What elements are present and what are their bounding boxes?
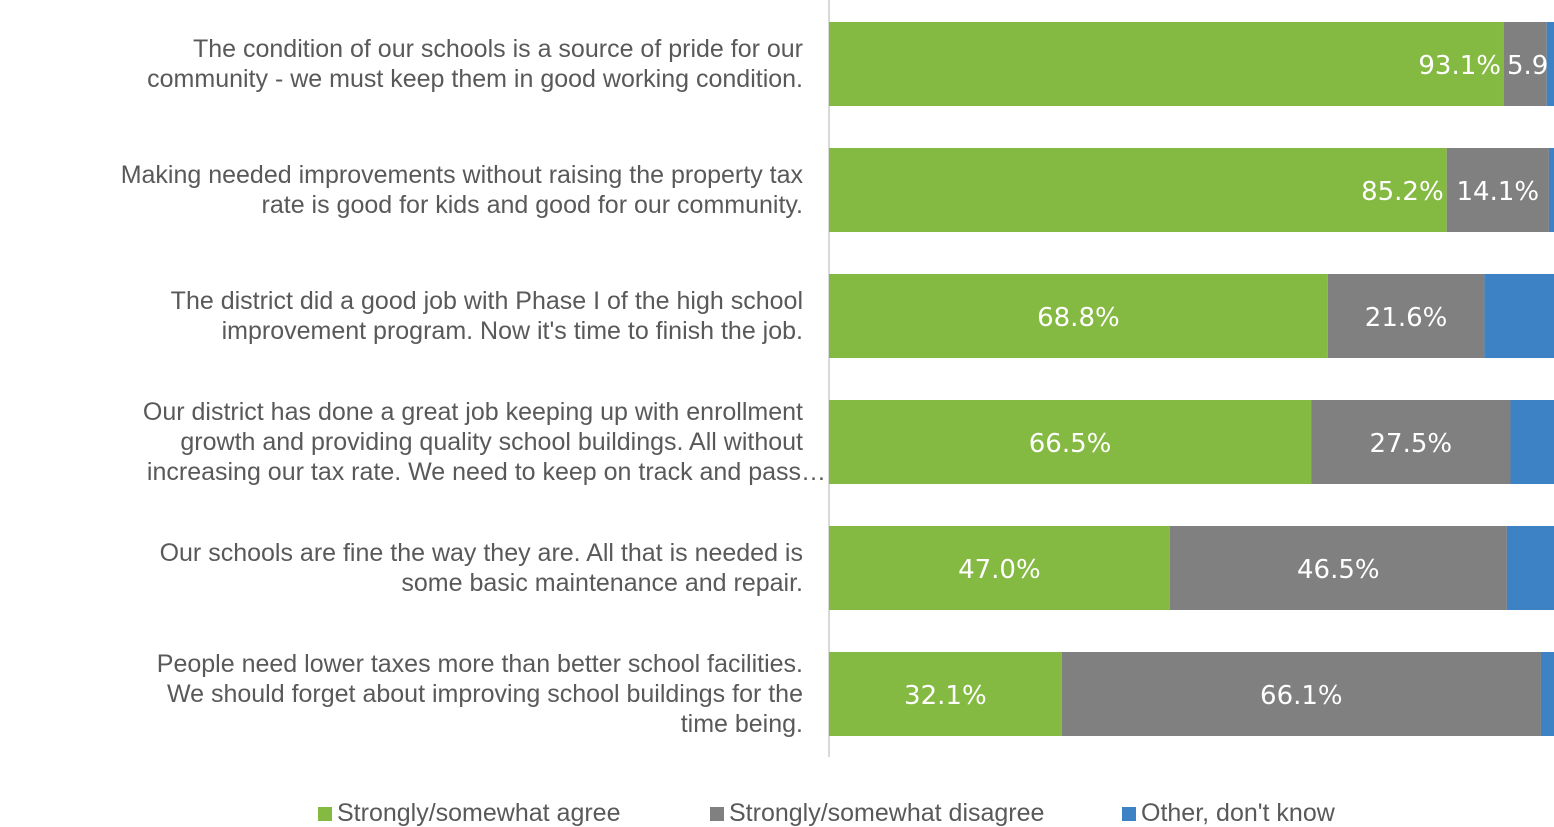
bar-segment-series-1-row-3 — [1311, 400, 1511, 484]
category-label-line: The district did a good job with Phase I… — [170, 287, 803, 315]
category-label-5: People need lower taxes more than better… — [0, 649, 803, 739]
data-label-series-0-row-1: 85.2% — [1361, 177, 1444, 207]
bar-segment-series-1-row-4 — [1169, 526, 1507, 610]
data-label-series-1-row-2: 21.6% — [1365, 303, 1448, 333]
bar-segment-series-2-row-4 — [1506, 526, 1554, 610]
bar-segment-series-0-row-5 — [829, 652, 1062, 736]
data-label-series-1-row-5: 66.1% — [1260, 681, 1343, 711]
category-label-4: Our schools are fine the way they are. A… — [0, 538, 803, 598]
category-label-3: Our district has done a great job keepin… — [0, 397, 826, 487]
category-label-line: Making needed improvements without raisi… — [120, 161, 803, 189]
legend-item-0: Strongly/somewhat agree — [318, 800, 620, 827]
category-label-0: The condition of our schools is a source… — [0, 34, 803, 94]
legend-label: Strongly/somewhat disagree — [729, 799, 1045, 827]
bar-segment-series-2-row-3 — [1510, 400, 1554, 484]
category-label-line: improvement program. Now it's time to fi… — [221, 317, 803, 345]
data-label-series-1-row-1: 14.1% — [1457, 177, 1540, 207]
bar-segment-series-1-row-5 — [1061, 652, 1541, 736]
data-label-series-0-row-5: 32.1% — [904, 681, 987, 711]
bar-segment-series-0-row-4 — [829, 526, 1170, 610]
legend-label: Strongly/somewhat agree — [337, 799, 621, 827]
data-label-series-0-row-2: 68.8% — [1037, 303, 1120, 333]
bar-segment-series-0-row-0 — [829, 22, 1504, 106]
bar-segment-series-0-row-2 — [829, 274, 1328, 358]
category-label-line: The condition of our schools is a source… — [192, 35, 803, 63]
category-label-line: People need lower taxes more than better… — [156, 650, 803, 678]
bar-segment-series-2-row-1 — [1548, 148, 1554, 232]
bar-segment-series-0-row-1 — [829, 148, 1447, 232]
category-label-2: The district did a good job with Phase I… — [0, 286, 803, 346]
category-label-line: increasing our tax rate. We need to keep… — [146, 458, 826, 486]
category-label-line: time being. — [680, 710, 803, 738]
data-label-series-0-row-3: 66.5% — [1029, 429, 1112, 459]
category-label-line: growth and providing quality school buil… — [180, 428, 803, 456]
bar-segment-series-2-row-2 — [1484, 274, 1554, 358]
category-label-line: some basic maintenance and repair. — [401, 569, 803, 597]
data-label-series-1-row-3: 27.5% — [1370, 429, 1453, 459]
legend-swatch — [318, 806, 332, 821]
bar-segment-series-2-row-5 — [1540, 652, 1554, 736]
bar-segment-series-1-row-2 — [1327, 274, 1485, 358]
data-label-series-0-row-0: 93.1% — [1418, 51, 1501, 81]
data-label-series-0-row-4: 47.0% — [958, 555, 1041, 585]
legend-item-1: Strongly/somewhat disagree — [710, 800, 1044, 827]
data-label-series-1-row-0: 5.9% — [1507, 51, 1554, 81]
legend-label: Other, don't know — [1141, 799, 1335, 827]
bar-segment-series-1-row-0 — [1503, 22, 1547, 106]
legend-item-2: Other, don't know — [1122, 800, 1335, 827]
category-label-line: Our district has done a great job keepin… — [142, 398, 803, 426]
bar-segment-series-2-row-0 — [1546, 22, 1554, 106]
category-label-1: Making needed improvements without raisi… — [0, 160, 803, 220]
category-label-line: We should forget about improving school … — [166, 680, 803, 708]
data-label-series-1-row-4: 46.5% — [1297, 555, 1380, 585]
bar-segment-series-1-row-1 — [1446, 148, 1549, 232]
legend-swatch — [1122, 806, 1136, 821]
bar-segment-series-0-row-3 — [829, 400, 1312, 484]
category-label-line: Our schools are fine the way they are. A… — [159, 539, 803, 567]
category-label-line: rate is good for kids and good for our c… — [261, 191, 803, 219]
legend-swatch — [710, 806, 724, 821]
category-label-line: community - we must keep them in good wo… — [147, 65, 803, 93]
